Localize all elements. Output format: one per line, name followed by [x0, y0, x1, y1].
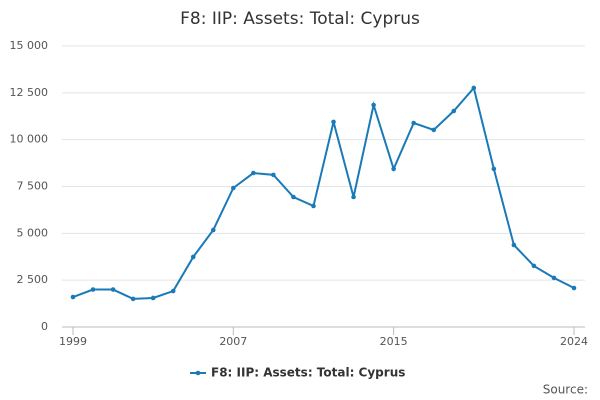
- point: [90, 287, 96, 292]
- x-tick-label: 2015: [380, 335, 408, 348]
- point: [571, 285, 577, 291]
- point: [190, 254, 196, 260]
- point: [451, 108, 457, 114]
- point: [491, 166, 497, 172]
- point: [70, 294, 76, 300]
- point: [210, 227, 216, 233]
- x-tick-label: 2024: [560, 335, 588, 348]
- point: [110, 287, 116, 292]
- point: [471, 85, 477, 91]
- point: [251, 170, 256, 176]
- point: [130, 296, 136, 302]
- point: [231, 185, 236, 191]
- point: [150, 295, 156, 301]
- y-tick-label: 15 000: [10, 39, 49, 52]
- y-tick-label: 2 500: [17, 273, 49, 286]
- line: [72, 85, 575, 300]
- chart-title: F8: IIP: Assets: Total: Cyprus: [180, 9, 420, 29]
- point: [431, 127, 437, 133]
- x-tick-label: 1999: [59, 335, 87, 348]
- point: [531, 263, 537, 269]
- x-tick-label: 2007: [219, 335, 247, 348]
- y-tick-label: 10 000: [10, 133, 49, 146]
- point: [271, 172, 276, 178]
- point: [170, 288, 176, 294]
- point: [311, 203, 316, 209]
- legend-label: F8: IIP: Assets: Total: Cyprus: [211, 366, 405, 380]
- y-tick-label: 12 500: [10, 86, 49, 99]
- point: [551, 275, 557, 281]
- y-tick-label: 0: [41, 320, 48, 333]
- legend-marker: [195, 370, 201, 376]
- point: [351, 194, 356, 200]
- point: [511, 242, 517, 248]
- point: [391, 166, 396, 172]
- source: Source:: [543, 383, 588, 397]
- point: [331, 119, 336, 125]
- point: [371, 102, 376, 108]
- y-tick-label: 7 500: [17, 180, 49, 193]
- point: [291, 194, 296, 200]
- point: [411, 120, 416, 126]
- y-tick-label: 5 000: [17, 226, 49, 239]
